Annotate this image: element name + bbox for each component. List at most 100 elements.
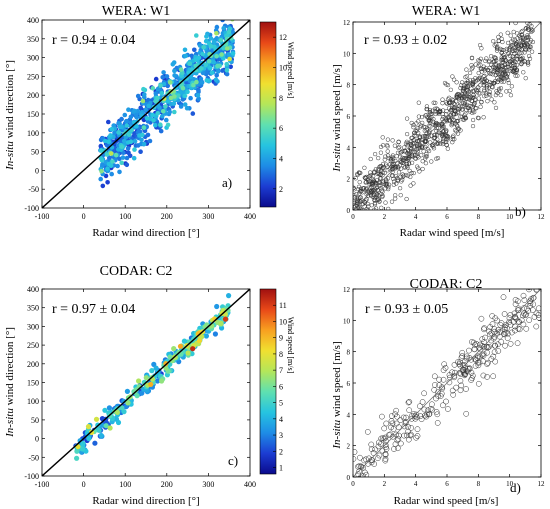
data-point (196, 338, 203, 344)
data-point (440, 367, 447, 374)
data-point (476, 116, 481, 121)
data-point (373, 181, 378, 186)
data-point (163, 365, 169, 371)
data-point (482, 73, 487, 78)
data-point (74, 455, 80, 461)
panel-title: WERA: W1 (412, 4, 481, 19)
data-point (514, 68, 520, 73)
data-point (416, 119, 421, 124)
data-point (491, 39, 496, 44)
data-point (393, 420, 400, 427)
data-point (180, 85, 186, 91)
y-tick-label: 200 (27, 91, 39, 100)
data-point (439, 385, 446, 392)
data-point (519, 50, 524, 56)
data-point (375, 455, 381, 462)
data-point (377, 441, 384, 447)
data-point (363, 215, 367, 219)
panel-letter: c) (228, 453, 238, 468)
data-point (509, 58, 514, 63)
data-point (218, 320, 224, 327)
data-point (456, 107, 461, 112)
data-point (492, 342, 499, 349)
x-tick-label: 200 (161, 480, 173, 489)
data-point (382, 170, 387, 176)
data-point (383, 420, 390, 427)
data-point (416, 130, 421, 135)
correlation-annotation: r = 0.93 ± 0.02 (364, 33, 447, 48)
data-point (423, 138, 428, 144)
data-point (482, 94, 487, 99)
y-tick-label: 250 (27, 341, 39, 350)
data-point (369, 184, 374, 190)
data-point (158, 83, 163, 88)
data-point (155, 86, 161, 92)
data-point (499, 74, 504, 79)
data-point (465, 88, 470, 93)
data-point (368, 441, 375, 448)
data-point (477, 58, 482, 64)
data-point (484, 91, 489, 96)
data-point (404, 131, 410, 137)
data-point (139, 137, 144, 143)
data-point (142, 92, 147, 97)
data-point (463, 386, 469, 392)
data-point (353, 232, 357, 236)
one-to-one-line (353, 289, 541, 477)
panel-letter: d) (510, 480, 521, 495)
data-point (370, 450, 377, 456)
data-point (140, 98, 146, 104)
data-point (473, 357, 479, 363)
data-point (465, 365, 471, 372)
data-point (526, 317, 533, 323)
one-to-one-line (353, 22, 541, 210)
data-point (470, 81, 475, 86)
data-point (358, 189, 363, 194)
data-point (100, 183, 106, 189)
data-point (119, 116, 124, 122)
data-point (446, 379, 453, 386)
data-point (434, 121, 439, 126)
data-point (226, 29, 232, 35)
data-point (478, 91, 483, 96)
x-tick-label: 6 (445, 480, 449, 488)
data-point (505, 61, 510, 66)
data-point (470, 117, 476, 123)
data-point (464, 91, 469, 96)
data-point (386, 206, 391, 210)
data-point (106, 119, 111, 125)
x-axis-label: Radar wind direction [°] (92, 495, 199, 507)
data-point (102, 407, 108, 413)
data-point (411, 122, 416, 128)
data-point (404, 116, 410, 121)
x-tick-label: 0 (82, 212, 86, 221)
data-point (406, 398, 413, 405)
data-point (484, 86, 490, 91)
data-point (525, 22, 530, 26)
data-point (353, 449, 358, 455)
data-point (494, 317, 501, 324)
data-point (537, 277, 542, 282)
data-point (445, 146, 450, 151)
data-point (411, 138, 416, 143)
data-point (496, 34, 501, 40)
data-point (521, 310, 527, 317)
data-point (492, 80, 497, 86)
data-point (389, 433, 396, 440)
data-point (450, 137, 455, 142)
data-point (135, 93, 141, 99)
data-point (107, 155, 112, 161)
data-point (499, 55, 504, 60)
panel-a: WERA: W1 -100 0 100 200 300 400 -100 -50 0 50 100 1… (4, 4, 295, 239)
data-point (372, 200, 378, 206)
data-point (427, 107, 433, 113)
data-point (197, 43, 203, 48)
data-point (224, 33, 230, 38)
data-point (226, 293, 232, 299)
data-point (215, 69, 221, 74)
data-point (504, 73, 509, 78)
data-point (459, 353, 466, 359)
data-point (515, 325, 522, 332)
data-point (420, 134, 425, 139)
data-point (495, 327, 502, 333)
